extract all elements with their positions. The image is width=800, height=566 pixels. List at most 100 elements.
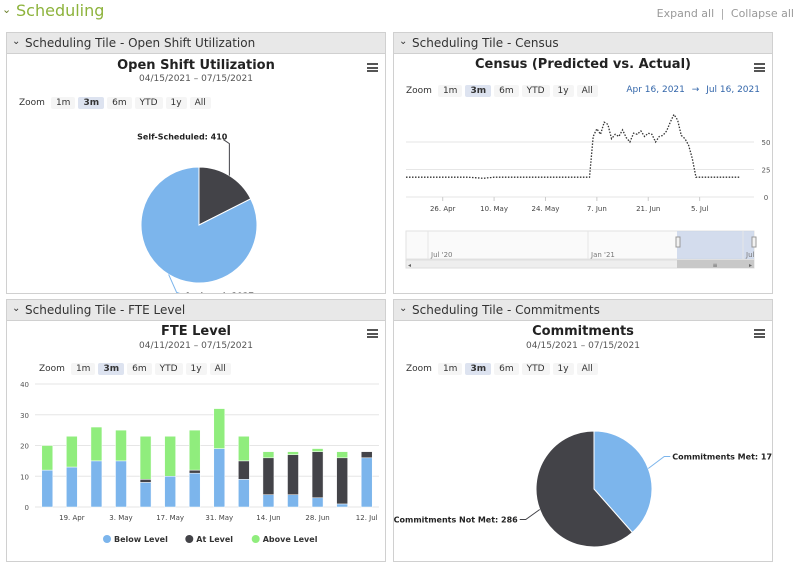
y-tick-label: 0 (764, 194, 768, 202)
legend-marker (103, 535, 111, 543)
bar-segment (213, 408, 226, 449)
zoom-label: Zoom (406, 86, 432, 96)
bar-segment (188, 472, 201, 508)
bar-segment (262, 457, 275, 495)
zoom-button-1m[interactable]: 1m (50, 97, 76, 109)
zoom-button-1y[interactable]: 1y (552, 363, 574, 375)
zoom-button-ytd[interactable]: YTD (521, 363, 550, 375)
bar-segment (115, 429, 127, 462)
x-tick-label: 3. May (109, 514, 132, 522)
census-line (406, 113, 740, 179)
x-tick-label: 5. Jul (691, 205, 708, 213)
chevron-down-icon[interactable]: ⌄ (2, 3, 12, 16)
bar-segment (287, 494, 299, 508)
link-separator: | (720, 7, 725, 20)
hamburger-menu-icon[interactable] (367, 329, 378, 338)
zoom-button-6m[interactable]: 6m (494, 85, 519, 97)
zoom-button-1y[interactable]: 1y (552, 85, 574, 97)
x-tick-label: 28. Jun (305, 514, 329, 522)
pie-chart: Commitments Met: 179 Commitments Not Met:… (394, 430, 772, 548)
expand-all-link[interactable]: Expand all (656, 7, 715, 20)
zoom-button-1y[interactable]: 1y (185, 363, 207, 375)
zoom-button-all[interactable]: All (576, 85, 598, 97)
bar-segment (311, 448, 324, 452)
chart-subtitle: 04/15/2021 – 07/15/2021 (526, 341, 640, 351)
pie-connector (519, 509, 541, 521)
date-to-input[interactable]: Jul 16, 2021 (706, 85, 760, 95)
bar-segment (90, 426, 103, 462)
x-tick-label: 26. Apr (430, 205, 456, 213)
tile-header[interactable]: ⌄ Scheduling Tile - Open Shift Utilizati… (7, 33, 385, 54)
pie-connector (647, 455, 671, 469)
pie-data-label: Commitments Not Met: 286 (394, 516, 518, 525)
zoom-button-3m[interactable]: 3m (465, 85, 492, 97)
x-tick-label: 24. May (532, 205, 560, 213)
bar-segment (311, 451, 324, 499)
tile-header[interactable]: ⌄ Scheduling Tile - Census (394, 33, 772, 54)
bar-segment (336, 451, 348, 459)
chevron-down-icon[interactable]: ⌄ (12, 36, 21, 47)
navigator-handle (675, 236, 681, 248)
chevron-down-icon[interactable]: ⌄ (399, 36, 408, 47)
x-tick-label: 10. May (480, 205, 508, 213)
zoom-button-3m[interactable]: 3m (465, 363, 492, 375)
tile-header[interactable]: ⌄ Scheduling Tile - Commitments (394, 300, 772, 321)
zoom-button-1m[interactable]: 1m (437, 363, 463, 375)
zoom-button-1m[interactable]: 1m (70, 363, 96, 375)
bar-segment (287, 454, 299, 495)
zoom-button-ytd[interactable]: YTD (521, 85, 550, 97)
tile-title: Scheduling Tile - Open Shift Utilization (25, 36, 256, 50)
legend-marker (185, 535, 194, 543)
zoom-label: Zoom (406, 364, 432, 374)
bar-segment (360, 451, 373, 459)
legend-label: Below Level (114, 535, 168, 544)
zoom-button-3m[interactable]: 3m (98, 363, 125, 375)
chart-subtitle: 04/11/2021 – 07/15/2021 (139, 341, 253, 351)
zoom-button-6m[interactable]: 6m (107, 97, 132, 109)
zoom-button-6m[interactable]: 6m (494, 363, 519, 375)
zoom-button-ytd[interactable]: YTD (134, 97, 163, 109)
bar-segment (139, 482, 152, 508)
chevron-down-icon[interactable]: ⌄ (12, 303, 21, 314)
zoom-label: Zoom (19, 98, 45, 108)
chevron-down-icon[interactable]: ⌄ (399, 303, 408, 314)
x-tick-label: 19. Apr (59, 514, 85, 522)
zoom-button-6m[interactable]: 6m (127, 363, 152, 375)
zoom-button-all[interactable]: All (576, 363, 598, 375)
date-from-input[interactable]: Apr 16, 2021 (626, 85, 685, 95)
y-tick-label: 40 (20, 381, 29, 389)
tile-title: Scheduling Tile - Commitments (412, 303, 600, 317)
zoom-button-1y[interactable]: 1y (165, 97, 187, 109)
chart-title: FTE Level (160, 324, 231, 339)
x-tick-label: 17. May (156, 514, 184, 522)
hamburger-menu-icon[interactable] (754, 329, 765, 338)
zoom-button-1m[interactable]: 1m (437, 85, 463, 97)
legend-label: Above Level (263, 535, 318, 544)
y-tick-label: 50 (762, 139, 771, 147)
tile-census: ⌄ Scheduling Tile - Census Census (Predi… (393, 32, 773, 294)
bar-segment (90, 460, 103, 508)
bar-segment (360, 457, 373, 508)
bar-segment (287, 451, 299, 455)
bar-segment (238, 479, 250, 508)
x-tick-label: 31. May (205, 514, 233, 522)
bar-segment (311, 497, 324, 508)
tile-header[interactable]: ⌄ Scheduling Tile - FTE Level (7, 300, 385, 321)
zoom-button-ytd[interactable]: YTD (154, 363, 183, 375)
zoom-selector: Zoom 1m 3m 6m YTD 1y All (19, 96, 214, 110)
x-tick-label: 12. Jul (356, 514, 378, 522)
chart-title: Census (Predicted vs. Actual) (475, 57, 691, 72)
pie-data-label: Self-Scheduled: 410 (137, 133, 228, 142)
zoom-button-all[interactable]: All (209, 363, 231, 375)
pie-chart: Self-Scheduled: 410 Assigned: 1927 (137, 133, 258, 293)
hamburger-menu-icon[interactable] (367, 63, 378, 72)
bar-segment (336, 503, 348, 508)
zoom-button-3m[interactable]: 3m (78, 97, 105, 109)
zoom-button-all[interactable]: All (189, 97, 211, 109)
bar-segment (188, 469, 201, 474)
bar-segment (66, 466, 78, 508)
pie-connector (168, 274, 180, 293)
line-chart: 0 25 50 26. Apr 10. May 24. May 7. Jun 21. Jun 5… (405, 113, 771, 269)
hamburger-menu-icon[interactable] (754, 63, 765, 72)
collapse-all-link[interactable]: Collapse all (730, 7, 794, 20)
